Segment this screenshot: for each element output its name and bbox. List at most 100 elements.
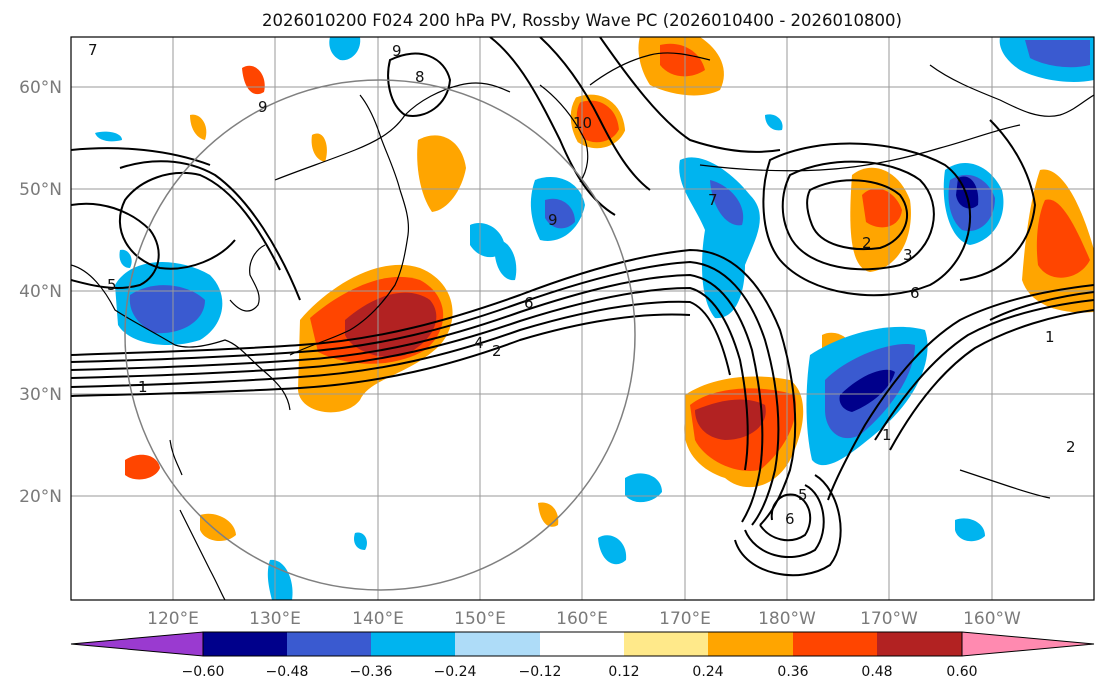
colorbar-segment (455, 632, 540, 656)
colorbar-segment (877, 632, 962, 656)
colorbar-tick: −0.36 (350, 664, 393, 680)
colorbar: −0.60 −0.48 −0.36 −0.24 −0.12 0.12 0.24 … (70, 631, 1095, 680)
contour-west-7 (71, 147, 211, 166)
lon-label: 140°E (352, 609, 404, 629)
colorbar-tick-labels: −0.60 −0.48 −0.36 −0.24 −0.12 0.12 0.24 … (182, 664, 978, 680)
contour-ridge-2 (539, 37, 651, 191)
longitude-labels: 120°E 130°E 140°E 150°E 160°E 170°E 180°… (147, 609, 1021, 629)
contour-east-4 (989, 291, 1094, 321)
negative-anomaly-small-7 (267, 559, 293, 600)
negative-anomaly-small-6 (955, 518, 985, 542)
contour-4 (71, 286, 749, 471)
colorbar-tick: 0.12 (608, 664, 639, 680)
pv-contours (71, 37, 1094, 577)
colorbar-tick: −0.12 (519, 664, 562, 680)
colorbar-tick: −0.24 (434, 664, 477, 680)
reference-circle (124, 79, 636, 591)
coast-taiwan (169, 439, 183, 476)
negative-anomaly-kurils-core (545, 198, 575, 229)
colorbar-tick: 0.24 (692, 664, 723, 680)
contour-ridge (489, 37, 616, 216)
contour-cutoff-1 (806, 179, 909, 251)
contour-label: 10 (573, 114, 592, 132)
coast-japan (289, 189, 410, 356)
positive-anomaly-east-core (1036, 199, 1090, 278)
negative-anomaly-small-8 (765, 114, 783, 131)
contour-label: 7 (708, 191, 718, 209)
lat-label: 30°N (19, 385, 62, 405)
contour-cutoff-3 (762, 142, 971, 297)
lon-label: 180°W (758, 609, 816, 629)
colorbar-tick: 0.36 (777, 664, 808, 680)
lat-label: 50°N (19, 180, 62, 200)
negative-anomaly-small-9 (119, 249, 132, 268)
positive-anomaly-north-core (660, 43, 705, 77)
positive-anomaly-small-6 (190, 114, 207, 140)
positive-anomaly-small-1 (125, 454, 160, 480)
contour-ring-3 (734, 474, 842, 577)
coast-philippines (179, 509, 226, 600)
contour-trough-west-2 (119, 160, 301, 301)
positive-anomaly-small-2 (200, 513, 236, 542)
contour-label: 6 (910, 284, 920, 302)
colorbar-segment (708, 632, 793, 656)
contour-label: 9 (548, 211, 558, 229)
contour-label: 3 (903, 246, 913, 264)
contour-label: 2 (862, 234, 872, 252)
contour-east-loop (959, 119, 1037, 281)
colorbar-tick: −0.60 (182, 664, 225, 680)
negative-anomaly-small-4 (625, 473, 662, 503)
colorbar-extend-low (70, 631, 204, 657)
contour-label: 6 (524, 294, 534, 312)
coast-china (71, 264, 291, 411)
positive-anomaly-okhotsk (417, 135, 466, 212)
contour-closed-north (387, 52, 452, 117)
contour-ridge-3 (599, 37, 781, 153)
contour-5 (71, 300, 731, 388)
lon-label: 170°E (659, 609, 711, 629)
colorbar-segment (793, 632, 877, 656)
negative-anomaly-dateline-north-core (710, 180, 744, 226)
contour-label: 9 (392, 42, 402, 60)
colorbar-tick: 0.48 (861, 664, 892, 680)
negative-anomaly-dateline-north (679, 157, 760, 319)
lon-label: 130°E (249, 609, 301, 629)
lon-label: 150°E (454, 609, 506, 629)
colorbar-tick: −0.48 (266, 664, 309, 680)
negative-anomaly-small-1 (329, 37, 361, 61)
contour-label: 1 (138, 378, 148, 396)
coast-alaska (929, 64, 1094, 117)
coast-chukotka (589, 52, 711, 86)
contour-label-group: 7 9 8 9 10 9 7 2 3 6 1 5 2 4 6 1 1 2 5 6 (88, 41, 1076, 528)
lat-label: 60°N (19, 78, 62, 98)
positive-anomaly-kamchatka-edge (570, 94, 626, 149)
colorbar-segment (624, 632, 708, 656)
contour-label: 5 (798, 486, 808, 504)
lon-label: 120°E (147, 609, 199, 629)
colorbar-extend-high (961, 631, 1095, 657)
contour-label: 9 (258, 98, 268, 116)
lon-label: 160°E (556, 609, 608, 629)
negative-anomaly-small-3 (494, 239, 517, 281)
map-panel: 7 9 8 9 10 9 7 2 3 6 1 5 2 4 6 1 1 2 5 6 (70, 36, 1095, 601)
contour-trough-west (119, 171, 281, 271)
contour-label: 8 (415, 68, 425, 86)
coast-korea (229, 244, 266, 312)
positive-anomaly-kamchatka (573, 97, 622, 146)
contour-label: 1 (882, 426, 892, 444)
contour-label: 6 (785, 510, 795, 528)
lon-label: 160°W (963, 609, 1021, 629)
positive-anomaly-small-3 (538, 502, 559, 527)
lon-label: 170°W (860, 609, 918, 629)
contour-3 (71, 273, 764, 523)
lat-label: 40°N (19, 282, 62, 302)
contour-label: 5 (107, 276, 117, 294)
positive-anomaly-japan-peak (345, 292, 437, 358)
contour-2 (71, 260, 780, 526)
contour-west-5 (71, 202, 160, 289)
colorbar-outline (202, 631, 963, 657)
positive-anomaly-central-pacific-core (862, 188, 902, 228)
latitude-labels: 60°N 50°N 40°N 30°N 20°N (19, 78, 62, 507)
contour-east-2 (874, 299, 1094, 441)
